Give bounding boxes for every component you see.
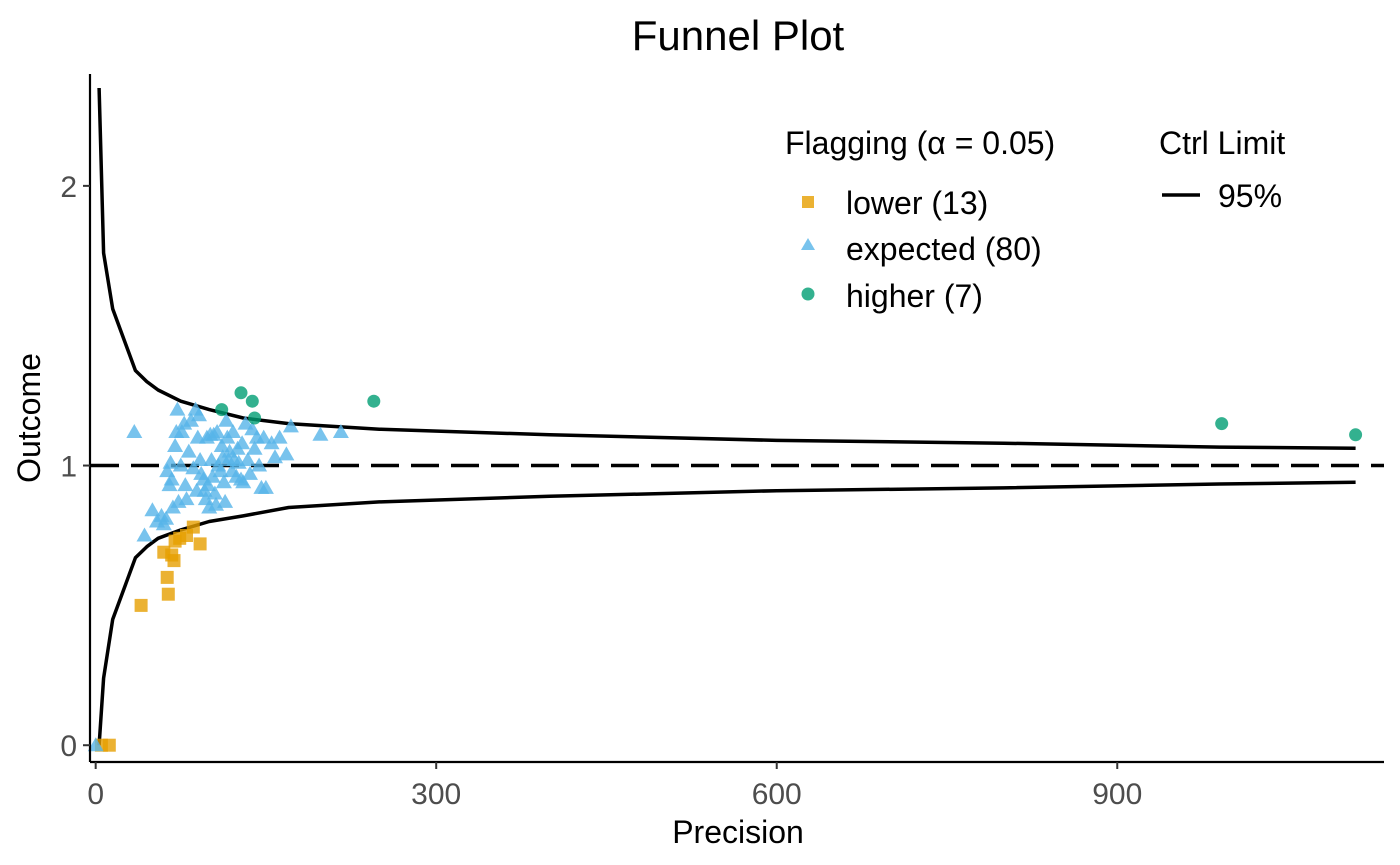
point-higher: [248, 411, 262, 425]
point-expected: [312, 426, 329, 441]
y-axis-ticks: 0 1 2: [60, 171, 90, 763]
point-expected: [212, 463, 229, 478]
point-higher: [367, 394, 381, 408]
point-lower: [102, 738, 116, 752]
plot-area: [87, 87, 1384, 752]
point-expected: [172, 457, 189, 472]
legend-lower-key: [802, 196, 814, 208]
point-lower: [160, 570, 174, 584]
point-expected: [213, 438, 230, 452]
control-limits: [97, 87, 1356, 746]
limit-lower-95: [97, 480, 1356, 746]
point-expected: [169, 401, 186, 416]
chart-title: Funnel Plot: [632, 12, 845, 59]
y-tick-label: 2: [60, 171, 77, 204]
point-lower: [161, 587, 175, 601]
legend-limit-label: 95%: [1218, 178, 1282, 214]
point-expected: [173, 424, 190, 438]
legend-limit-title: Ctrl Limit: [1159, 125, 1285, 161]
point-expected: [136, 527, 153, 542]
point-expected: [206, 485, 223, 500]
point-expected: [185, 460, 202, 475]
point-higher: [234, 386, 248, 400]
point-expected: [282, 418, 299, 433]
legend-lower-label: lower (13): [846, 185, 988, 221]
point-expected: [163, 471, 180, 486]
legend: Flagging (α = 0.05) lower (13) expected …: [785, 125, 1285, 314]
point-higher: [245, 394, 259, 408]
y-tick-label: 0: [60, 730, 77, 763]
point-expected: [162, 454, 179, 469]
x-tick-label: 300: [411, 778, 461, 811]
point-higher: [1349, 428, 1363, 442]
point-lower: [193, 537, 207, 551]
point-expected: [263, 435, 280, 450]
point-expected: [234, 435, 251, 450]
point-expected: [215, 474, 232, 489]
point-expected: [183, 412, 199, 427]
point-expected: [204, 468, 221, 483]
x-tick-label: 0: [87, 778, 104, 811]
legend-higher-label: higher (7): [846, 278, 983, 314]
legend-higher-key: [801, 287, 815, 301]
point-expected: [246, 440, 263, 455]
x-tick-label: 600: [752, 778, 802, 811]
point-expected: [255, 429, 272, 444]
data-points: [87, 386, 1363, 752]
point-expected: [180, 443, 197, 458]
point-higher: [1215, 417, 1229, 431]
point-expected: [178, 491, 195, 506]
point-expected: [177, 477, 194, 492]
point-expected: [158, 510, 175, 525]
point-lower: [186, 520, 200, 534]
point-expected: [217, 493, 234, 508]
point-expected: [271, 429, 288, 444]
legend-flag-title: Flagging (α = 0.05): [785, 125, 1055, 161]
point-expected: [267, 449, 283, 464]
point-expected: [278, 446, 295, 461]
point-lower: [134, 598, 148, 612]
point-expected: [239, 452, 256, 466]
point-expected: [332, 424, 349, 438]
x-axis-ticks: 0 300 600 900: [87, 762, 1142, 811]
x-tick-label: 900: [1092, 778, 1142, 811]
point-expected: [209, 424, 226, 438]
point-expected: [126, 424, 143, 438]
point-expected: [242, 465, 258, 480]
point-higher: [215, 403, 229, 417]
point-expected: [200, 477, 216, 492]
x-axis-title: Precision: [672, 814, 804, 850]
point-expected: [251, 457, 268, 472]
y-tick-label: 1: [60, 451, 77, 484]
point-expected: [144, 502, 161, 517]
point-expected: [257, 479, 274, 494]
legend-expected-label: expected (80): [846, 231, 1042, 267]
point-expected: [237, 415, 254, 430]
point-expected: [235, 474, 252, 489]
point-expected: [218, 412, 235, 427]
point-expected: [191, 407, 207, 422]
legend-expected-key: [801, 238, 815, 250]
point-expected: [192, 452, 209, 466]
point-expected: [225, 424, 241, 438]
y-axis-title: Outcome: [11, 353, 47, 483]
point-expected: [87, 737, 104, 752]
point-lower: [167, 554, 181, 568]
point-expected: [167, 438, 184, 452]
